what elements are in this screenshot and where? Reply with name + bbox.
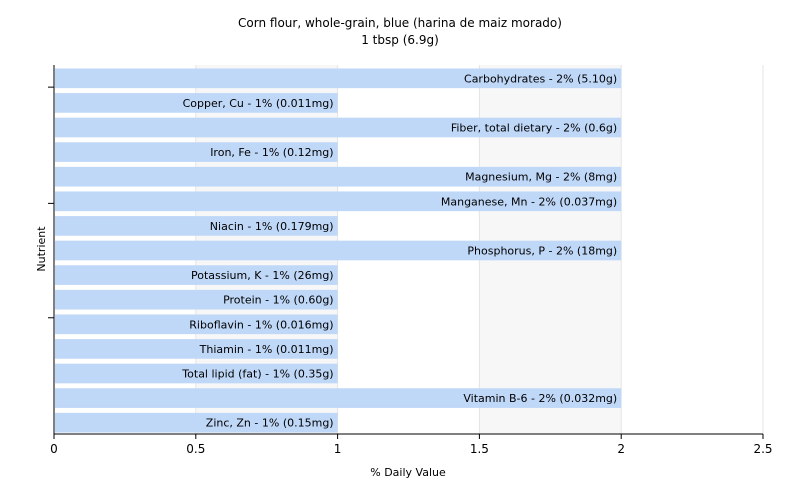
x-tick-label: 0 bbox=[50, 442, 58, 456]
x-tick-label: 2.5 bbox=[753, 442, 772, 456]
x-tick-label: 1 bbox=[334, 442, 342, 456]
bar-label: Copper, Cu - 1% (0.011mg) bbox=[183, 97, 334, 110]
bar bbox=[55, 191, 622, 212]
bar bbox=[55, 240, 622, 261]
y-axis-label: Nutrient bbox=[35, 226, 48, 272]
bar-label: Phosphorus, P - 2% (18mg) bbox=[467, 245, 617, 258]
bar bbox=[55, 363, 338, 384]
bar-label: Vitamin B-6 - 2% (0.032mg) bbox=[463, 392, 617, 405]
bar-label: Riboflavin - 1% (0.016mg) bbox=[189, 318, 333, 331]
bar bbox=[55, 166, 622, 187]
bar bbox=[55, 265, 338, 285]
bar-label: Protein - 1% (0.60g) bbox=[223, 294, 334, 307]
bar bbox=[55, 339, 338, 359]
bar-label: Thiamin - 1% (0.011mg) bbox=[199, 343, 334, 356]
bar bbox=[55, 142, 338, 162]
bar-label: Carbohydrates - 2% (5.10g) bbox=[464, 72, 617, 85]
bar-label: Iron, Fe - 1% (0.12mg) bbox=[210, 146, 333, 159]
x-axis-label: % Daily Value bbox=[370, 466, 446, 479]
bar-label: Potassium, K - 1% (26mg) bbox=[191, 269, 334, 282]
x-tick-label: 0.5 bbox=[186, 442, 205, 456]
bar bbox=[55, 289, 338, 310]
bar bbox=[55, 93, 338, 113]
bar-label: Niacin - 1% (0.179mg) bbox=[210, 220, 334, 233]
x-tick-label: 1.5 bbox=[470, 442, 489, 456]
bar bbox=[55, 117, 622, 138]
x-tick-label: 2 bbox=[617, 442, 625, 456]
bar bbox=[55, 68, 622, 89]
bar-label: Total lipid (fat) - 1% (0.35g) bbox=[181, 368, 333, 381]
bar bbox=[55, 216, 338, 236]
chart-subtitle: 1 tbsp (6.9g) bbox=[361, 33, 439, 47]
bar-label: Zinc, Zn - 1% (0.15mg) bbox=[206, 417, 334, 430]
bar-label: Magnesium, Mg - 2% (8mg) bbox=[465, 171, 617, 184]
bar-label: Manganese, Mn - 2% (0.037mg) bbox=[441, 195, 617, 208]
plot-area: Carbohydrates - 2% (5.10g) Copper, Cu - 1… bbox=[48, 65, 773, 456]
bar bbox=[55, 388, 622, 408]
bar bbox=[55, 412, 338, 433]
bar-label: Fiber, total dietary - 2% (0.6g) bbox=[451, 122, 617, 135]
chart-title: Corn flour, whole-grain, blue (harina de… bbox=[238, 16, 562, 30]
bar bbox=[55, 314, 338, 335]
